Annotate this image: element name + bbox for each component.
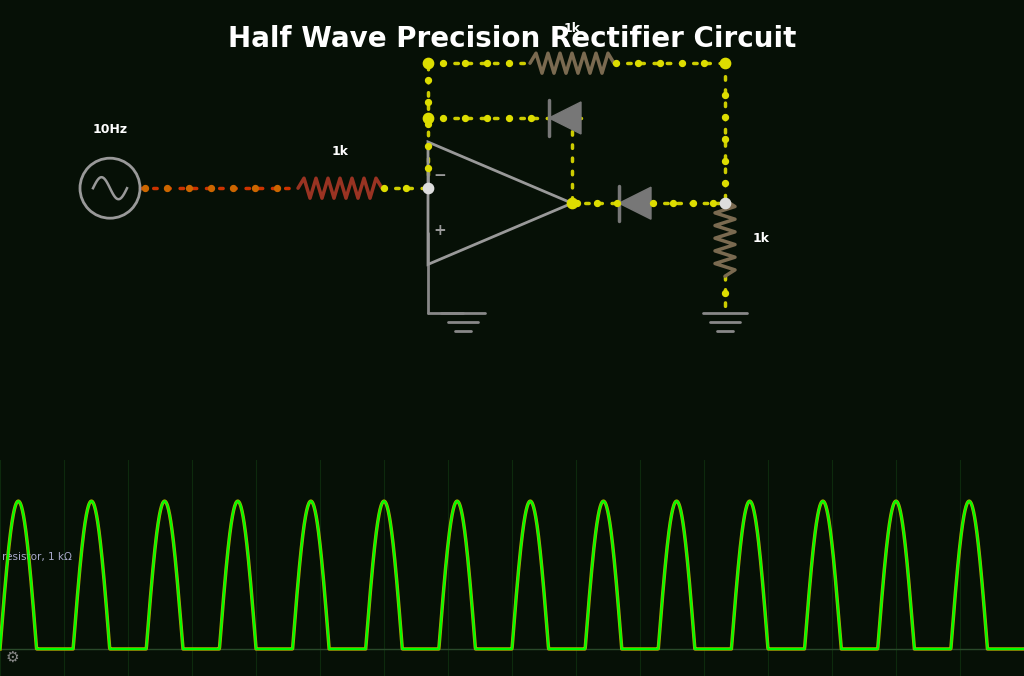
Text: ⚙: ⚙	[5, 650, 18, 665]
Point	[564, 198, 581, 209]
Point	[225, 183, 242, 193]
Point	[523, 112, 540, 123]
Point	[435, 57, 452, 68]
Point	[717, 155, 733, 166]
Text: 10Hz: 10Hz	[92, 123, 128, 136]
Point	[652, 57, 669, 68]
Point	[717, 198, 733, 209]
Text: 1k: 1k	[332, 145, 348, 158]
Point	[181, 183, 198, 193]
Point	[717, 178, 733, 189]
Point	[137, 183, 154, 193]
Point	[269, 183, 286, 193]
Point	[501, 57, 517, 68]
Point	[589, 198, 605, 209]
Point	[645, 198, 662, 209]
Point	[630, 57, 646, 68]
Point	[609, 198, 626, 209]
Point	[203, 183, 219, 193]
Point	[717, 112, 733, 122]
Point	[420, 163, 436, 174]
Point	[674, 57, 690, 68]
Point	[501, 112, 517, 123]
Point	[420, 119, 436, 130]
Point	[695, 57, 712, 68]
Point	[457, 57, 473, 68]
Point	[608, 57, 625, 68]
Point	[420, 75, 436, 86]
Point	[568, 198, 585, 209]
Point	[159, 183, 175, 193]
Point	[435, 112, 452, 123]
Point	[397, 183, 414, 193]
Point	[685, 198, 701, 209]
Point	[420, 183, 436, 193]
Polygon shape	[549, 102, 581, 134]
Point	[376, 183, 392, 193]
Point	[420, 57, 436, 68]
Point	[420, 97, 436, 107]
Point	[420, 112, 436, 123]
Point	[665, 198, 681, 209]
Text: 1k: 1k	[563, 22, 581, 35]
Point	[247, 183, 263, 193]
Polygon shape	[618, 187, 651, 219]
Point	[420, 141, 436, 151]
Text: resistor, 1 kΩ: resistor, 1 kΩ	[2, 552, 72, 562]
Point	[717, 90, 733, 101]
Text: 1k: 1k	[753, 232, 770, 245]
Point	[705, 198, 721, 209]
Point	[479, 112, 496, 123]
Point	[717, 288, 733, 299]
Point	[479, 57, 496, 68]
Text: +: +	[433, 223, 446, 238]
Text: Half Wave Precision Rectifier Circuit: Half Wave Precision Rectifier Circuit	[227, 25, 797, 53]
Point	[717, 134, 733, 145]
Point	[717, 57, 733, 68]
Point	[457, 112, 473, 123]
Text: −: −	[433, 168, 446, 183]
